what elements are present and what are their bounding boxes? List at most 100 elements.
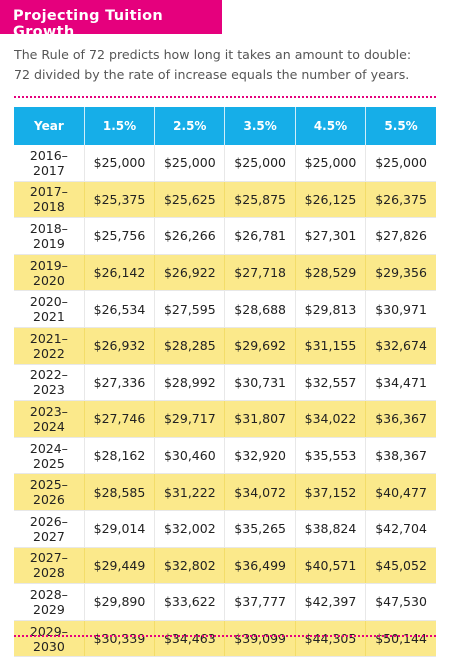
cell: $40,477: [365, 473, 436, 511]
cell: $47,530: [365, 583, 436, 621]
cell: $27,301: [294, 217, 366, 255]
cell: $29,692: [224, 327, 296, 365]
year-cell: 2016–2017: [14, 145, 85, 182]
year-cell: 2025–2026: [14, 473, 85, 511]
cell: $30,460: [154, 437, 225, 475]
cell: $25,000: [83, 145, 155, 182]
table-row: 2018–2019 $25,756 $26,266 $26,781 $27,301 $27…: [14, 217, 436, 255]
year-cell: 2017–2018: [14, 181, 85, 219]
cell: $27,718: [224, 254, 296, 292]
table-row: 2021–2022 $26,932 $28,285 $29,692 $31,155 $32…: [14, 327, 436, 365]
cell: $35,265: [224, 510, 296, 548]
cell: $25,000: [224, 145, 296, 182]
cell: $25,875: [224, 181, 296, 219]
cell: $26,781: [224, 217, 296, 255]
cell: $26,142: [83, 254, 155, 292]
cell: $26,534: [83, 290, 155, 328]
column-header: Year: [14, 107, 85, 145]
cell: $25,625: [154, 181, 225, 219]
cell: $45,052: [365, 547, 436, 585]
table-row: 2029–2030 $30,339 $34,463 $39,099 $44,305 $50…: [14, 620, 436, 657]
table-row: 2020–2021 $26,534 $27,595 $28,688 $29,813 $30…: [14, 290, 436, 328]
cell: $29,890: [83, 583, 155, 621]
cell: $40,571: [294, 547, 366, 585]
cell: $26,932: [83, 327, 155, 365]
table-row: 2016–2017 $25,000 $25,000 $25,000 $25,000 $25…: [14, 145, 436, 182]
year-cell: 2018–2019: [14, 217, 85, 255]
title: Projecting Tuition Growth: [13, 8, 163, 40]
cell: $27,595: [154, 290, 225, 328]
cell: $29,449: [83, 547, 155, 585]
cell: $28,162: [83, 437, 155, 475]
cell: $37,777: [224, 583, 296, 621]
cell: $26,922: [154, 254, 225, 292]
year-cell: 2027–2028: [14, 547, 85, 585]
divider: [14, 635, 436, 637]
cell: $28,585: [83, 473, 155, 511]
cell: $34,471: [365, 364, 436, 402]
column-header: 1.5%: [83, 107, 155, 145]
cell: $32,920: [224, 437, 296, 475]
year-cell: 2026–2027: [14, 510, 85, 548]
cell: $27,826: [365, 217, 436, 255]
cell: $28,992: [154, 364, 225, 402]
cell: $26,375: [365, 181, 436, 219]
cell: $33,622: [154, 583, 225, 621]
year-cell: 2024–2025: [14, 437, 85, 475]
tuition-table: Year 1.5% 2.5% 3.5% 4.5% 5.5% 2016–2017 $25,000…: [14, 107, 436, 657]
cell: $27,336: [83, 364, 155, 402]
cell: $38,367: [365, 437, 436, 475]
cell: $42,397: [294, 583, 366, 621]
header-row: Year 1.5% 2.5% 3.5% 4.5% 5.5%: [14, 107, 436, 145]
cell: $34,022: [294, 400, 366, 438]
cell: $31,807: [224, 400, 296, 438]
year-cell: 2022–2023: [14, 364, 85, 402]
cell: $34,072: [224, 473, 296, 511]
cell: $44,305: [294, 620, 366, 657]
table-row: 2023–2024 $27,746 $29,717 $31,807 $34,022 $36…: [14, 400, 436, 438]
table-row: 2019–2020 $26,142 $26,922 $27,718 $28,529 $29…: [14, 254, 436, 292]
table-row: 2022–2023 $27,336 $28,992 $30,731 $32,557 $34…: [14, 364, 436, 402]
cell: $32,002: [154, 510, 225, 548]
cell: $30,339: [83, 620, 155, 657]
table-row: 2027–2028 $29,449 $32,802 $36,499 $40,571 $45…: [14, 547, 436, 585]
cell: $26,266: [154, 217, 225, 255]
cell: $29,813: [294, 290, 366, 328]
year-cell: 2021–2022: [14, 327, 85, 365]
cell: $25,375: [83, 181, 155, 219]
cell: $32,674: [365, 327, 436, 365]
cell: $29,717: [154, 400, 225, 438]
cell: $30,731: [224, 364, 296, 402]
cell: $26,125: [294, 181, 366, 219]
subtitle-line: 72 divided by the rate of increase equal…: [14, 67, 410, 82]
subtitle-line: The Rule of 72 predicts how long it take…: [14, 47, 412, 62]
cell: $27,746: [83, 400, 155, 438]
table-row: 2024–2025 $28,162 $30,460 $32,920 $35,553 $38…: [14, 437, 436, 475]
year-cell: 2019–2020: [14, 254, 85, 292]
column-header: 3.5%: [224, 107, 296, 145]
cell: $36,367: [365, 400, 436, 438]
cell: $30,971: [365, 290, 436, 328]
column-header: 4.5%: [294, 107, 366, 145]
cell: $28,285: [154, 327, 225, 365]
column-header: 5.5%: [365, 107, 436, 145]
year-cell: 2023–2024: [14, 400, 85, 438]
cell: $29,356: [365, 254, 436, 292]
cell: $38,824: [294, 510, 366, 548]
year-cell: 2029–2030: [14, 620, 85, 657]
divider: [14, 96, 436, 98]
title-bar: Projecting Tuition Growth: [0, 0, 222, 40]
cell: $50,144: [365, 620, 436, 657]
cell: $31,155: [294, 327, 366, 365]
table-row: 2025–2026 $28,585 $31,222 $34,072 $37,152 $40…: [14, 473, 436, 511]
cell: $28,529: [294, 254, 366, 292]
cell: $32,802: [154, 547, 225, 585]
cell: $25,756: [83, 217, 155, 255]
cell: $42,704: [365, 510, 436, 548]
cell: $25,000: [294, 145, 366, 182]
year-cell: 2028–2029: [14, 583, 85, 621]
cell: $28,688: [224, 290, 296, 328]
cell: $29,014: [83, 510, 155, 548]
table-row: 2017–2018 $25,375 $25,625 $25,875 $26,125 $26…: [14, 181, 436, 219]
